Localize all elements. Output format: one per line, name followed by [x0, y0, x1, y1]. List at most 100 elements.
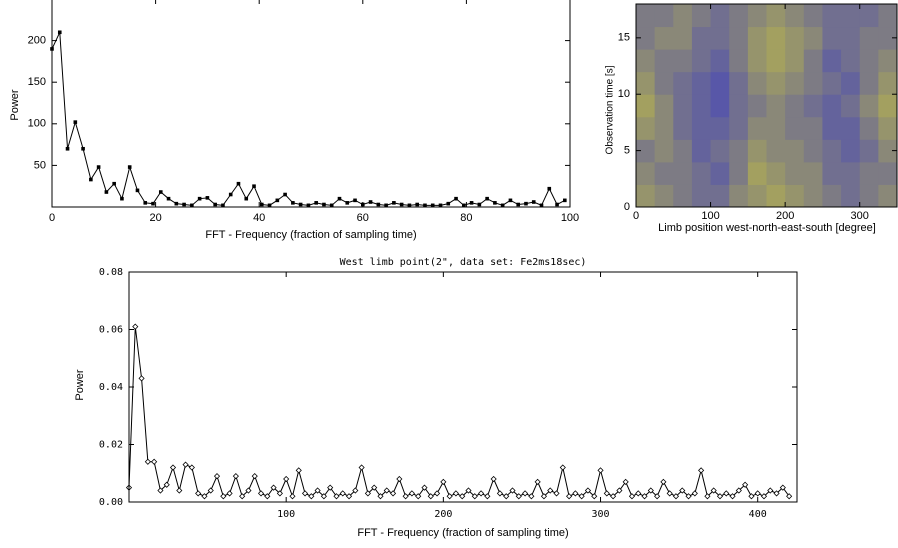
- marker: [399, 202, 404, 207]
- plot-frame: [128, 271, 798, 503]
- marker: [135, 188, 140, 193]
- heatmap-cell: [822, 49, 842, 73]
- marker: [459, 493, 466, 500]
- marker: [158, 190, 163, 194]
- y-tick-label: 0.02: [99, 440, 123, 451]
- marker: [65, 146, 70, 151]
- marker: [384, 203, 388, 208]
- marker: [603, 490, 610, 497]
- heatmap-cell: [785, 26, 805, 50]
- marker: [298, 202, 303, 207]
- marker: [679, 487, 686, 494]
- heatmap-cell: [654, 71, 674, 95]
- heatmap-cell: [673, 26, 693, 50]
- heatmap-cell: [691, 4, 712, 28]
- marker: [264, 493, 271, 500]
- heatmap-cell: [747, 161, 767, 185]
- heatmap-cell: [654, 139, 674, 163]
- heatmap-cell: [878, 116, 898, 140]
- marker: [144, 458, 151, 465]
- marker: [257, 490, 265, 497]
- x-tick-label: 40: [253, 212, 265, 224]
- heatmap-cell: [841, 26, 861, 50]
- marker: [508, 198, 513, 203]
- marker: [471, 493, 478, 500]
- marker: [553, 490, 560, 497]
- marker: [252, 184, 256, 188]
- marker: [345, 201, 350, 205]
- heatmap-cell: [878, 139, 898, 163]
- marker: [660, 478, 667, 485]
- y-tick-label: 0.00: [99, 497, 123, 508]
- heatmap-cell: [710, 49, 730, 73]
- heatmap-cell: [766, 49, 786, 73]
- heatmap-cell: [878, 4, 898, 28]
- heatmap-cell: [747, 49, 767, 73]
- marker: [295, 467, 302, 474]
- marker: [691, 490, 698, 497]
- x-axis-label: FFT - Frequency (fraction of sampling ti…: [205, 229, 416, 241]
- marker: [723, 490, 730, 497]
- heatmap-cell: [654, 184, 674, 208]
- heatmap-cell: [747, 4, 767, 28]
- marker: [742, 481, 749, 488]
- heatmap-cell: [710, 26, 730, 50]
- marker: [289, 493, 296, 500]
- heatmap-cell: [710, 161, 730, 185]
- heatmap-cell: [691, 139, 712, 163]
- marker: [283, 475, 290, 483]
- marker: [166, 196, 171, 201]
- heatmap-cell: [785, 71, 805, 95]
- marker: [516, 202, 520, 207]
- heatmap-cell: [859, 139, 879, 163]
- heatmap-cell: [803, 26, 823, 50]
- heatmap-cell: [803, 94, 823, 118]
- marker: [628, 493, 636, 500]
- marker: [213, 473, 221, 480]
- marker: [434, 490, 441, 497]
- marker: [270, 484, 277, 491]
- heatmap-cell: [859, 49, 879, 73]
- marker: [748, 493, 755, 500]
- marker: [484, 493, 491, 500]
- heatmap-cell: [710, 4, 730, 28]
- y-tick-label: 100: [28, 118, 46, 130]
- heatmap-cell: [673, 49, 693, 73]
- heatmap-cell: [785, 4, 805, 28]
- y-tick-label: 50: [34, 159, 46, 171]
- marker: [244, 196, 249, 201]
- heatmap-cell: [803, 71, 823, 95]
- heatmap-cell: [859, 71, 879, 95]
- heatmap-cell: [766, 161, 786, 185]
- marker: [591, 493, 598, 500]
- heatmap-cell: [822, 4, 842, 28]
- x-tick-label: 0: [633, 210, 639, 222]
- heatmap-cell: [673, 94, 693, 118]
- plot-frame: [635, 3, 898, 208]
- marker: [377, 493, 384, 500]
- marker: [754, 490, 761, 497]
- marker: [597, 467, 604, 474]
- heatmap-cell: [785, 94, 805, 118]
- heatmap-cell: [673, 184, 693, 208]
- heatmap-cell: [841, 49, 861, 73]
- marker: [239, 493, 246, 500]
- marker: [415, 202, 419, 207]
- marker: [503, 493, 510, 500]
- heatmap-cell: [822, 94, 842, 118]
- plot-frame: [51, 0, 571, 208]
- heatmap-cell: [654, 26, 674, 50]
- marker: [57, 30, 62, 35]
- marker: [339, 490, 346, 497]
- marker: [221, 203, 225, 208]
- heatmap-cell: [841, 71, 861, 95]
- marker: [540, 493, 548, 500]
- marker: [197, 196, 202, 201]
- x-tick-label: 200: [776, 210, 794, 222]
- marker: [353, 198, 357, 203]
- marker: [477, 202, 482, 207]
- marker: [500, 203, 505, 208]
- marker: [578, 493, 585, 500]
- heatmap-cell: [803, 49, 823, 73]
- marker: [704, 493, 711, 500]
